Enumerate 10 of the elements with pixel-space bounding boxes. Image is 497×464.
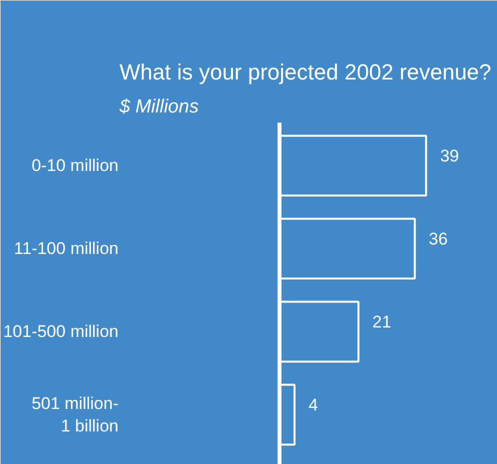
- data-label: 36: [428, 230, 448, 249]
- data-label: 39: [440, 146, 460, 166]
- y-tick-label: 101-500 million: [3, 322, 119, 342]
- y-tick-label: 11-100 million: [14, 239, 119, 258]
- data-label: 21: [372, 312, 392, 332]
- y-tick-label: 0-10 million: [32, 156, 119, 176]
- chart-title: What is your projected 2002 revenue?: [120, 60, 492, 84]
- y-tick-label: 501 million- 1 billion: [32, 394, 119, 436]
- chart-subtitle: $ Millions: [118, 96, 200, 118]
- data-label: 4: [308, 396, 318, 415]
